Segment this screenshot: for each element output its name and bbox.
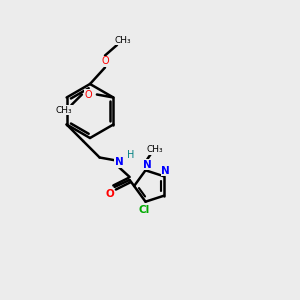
Text: O: O [101,56,109,67]
Text: CH₃: CH₃ [56,106,72,115]
Text: H: H [127,149,134,160]
Text: CH₃: CH₃ [146,146,163,154]
Text: N: N [115,157,124,167]
Text: N: N [142,160,152,170]
Text: Cl: Cl [138,205,150,215]
Text: O: O [85,89,93,100]
Text: CH₃: CH₃ [115,36,131,45]
Text: N: N [161,166,170,176]
Text: O: O [105,189,114,199]
